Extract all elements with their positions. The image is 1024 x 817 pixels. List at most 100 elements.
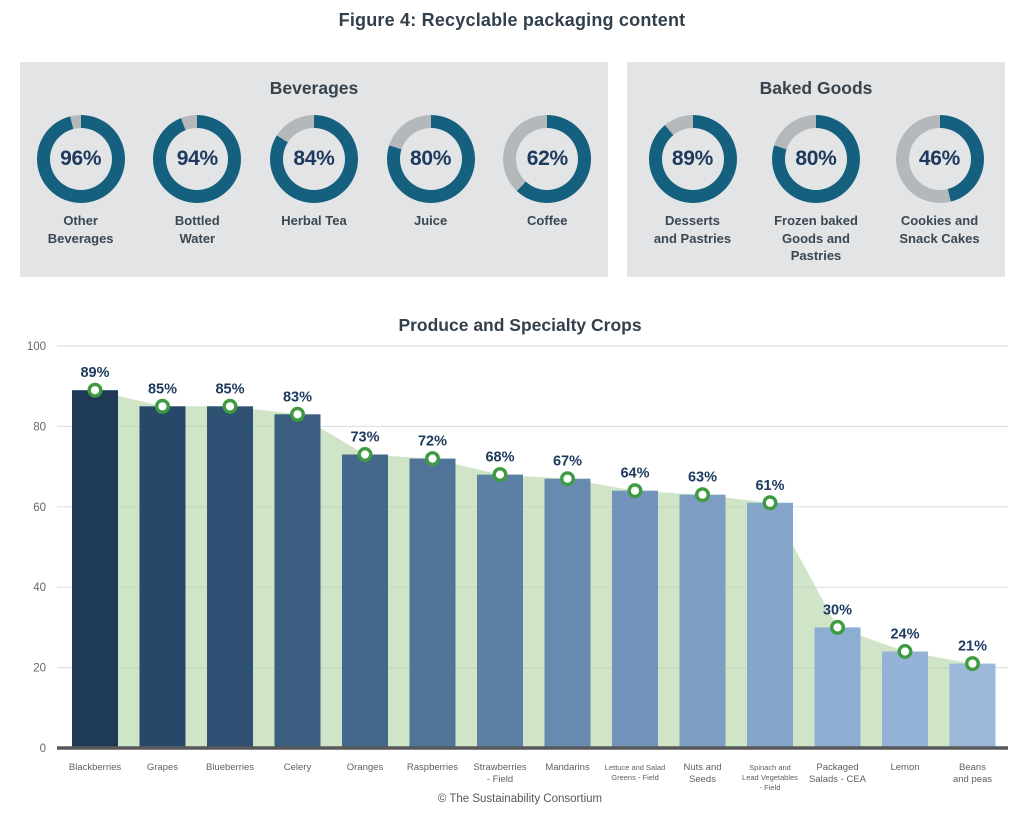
value-label-strawberries-field: 68% <box>485 450 514 466</box>
donut-herbal-tea: 84% Herbal Tea <box>258 115 370 247</box>
bar-grapes <box>139 406 186 748</box>
x-label-spinach-and-lead-vegetables-field: Spinach and Lead Vegetables - Field <box>742 763 798 792</box>
donut-value-label: 84% <box>293 147 335 170</box>
donut-value-label: 89% <box>671 147 714 170</box>
y-tick-40: 40 <box>33 582 46 594</box>
donut-ring-other-beverages: 96% <box>36 115 125 203</box>
marker-blueberries <box>222 398 238 414</box>
bar-packaged-salads-cea <box>814 627 861 748</box>
value-label-blueberries: 85% <box>215 381 244 397</box>
value-label-beans-and-peas: 21% <box>958 639 987 655</box>
marker-raspberries <box>425 451 441 467</box>
value-label-lemon: 24% <box>890 627 919 643</box>
value-label-packaged-salads-cea: 30% <box>823 602 852 618</box>
donut-hole: 80% <box>399 128 462 190</box>
x-label-beans-and-peas: Beans and peas <box>953 762 992 785</box>
panel-beverages: Beverages 96% Other Beverages 94% Bottled W… <box>20 62 608 277</box>
marker-lettuce-and-salad-greens-field <box>627 483 643 499</box>
donut-category-label: Other Beverages <box>47 213 114 246</box>
value-label-raspberries: 72% <box>418 434 447 450</box>
bar-strawberries-field <box>477 474 523 748</box>
x-label-packaged-salads-cea: Packaged Salads - CEA <box>809 762 867 785</box>
marker-nuts-and-seeds <box>695 487 711 503</box>
x-label-nuts-and-seeds: Nuts and Seeds <box>683 762 721 785</box>
donut-value-label: 80% <box>410 147 452 170</box>
bar-blueberries <box>207 406 253 748</box>
marker-spinach-and-lead-vegetables-field <box>762 495 778 511</box>
value-label-spinach-and-lead-vegetables-field: 61% <box>755 478 784 494</box>
bar-beans-and-peas <box>949 663 996 748</box>
donut-hole: 84% <box>282 128 345 190</box>
donut-category-label: Cookies and Snack Cakes <box>899 213 980 246</box>
x-label-lettuce-and-salad-greens-field: Lettuce and Salad Greens - Field <box>605 763 665 782</box>
donut-ring-bottled-water: 94% <box>153 115 242 203</box>
x-label-strawberries-field: Strawberries - Field <box>473 762 527 785</box>
donut-category-label: Juice <box>414 213 448 228</box>
donut-ring-desserts-and-pastries: 89% <box>648 115 737 203</box>
x-label-mandarins: Mandarins <box>545 762 590 773</box>
marker-grapes <box>154 398 170 414</box>
x-label-celery: Celery <box>284 762 312 773</box>
bar-celery <box>274 414 321 748</box>
value-label-grapes: 85% <box>148 381 177 397</box>
donut-value-label: 96% <box>60 147 102 170</box>
donut-ring-juice: 80% <box>386 115 475 203</box>
beverages-donut-row: 96% Other Beverages 94% Bottled Water 84% Her… <box>20 115 608 247</box>
marker-oranges <box>357 446 373 462</box>
donut-category-label: Bottled Water <box>174 213 220 246</box>
marker-celery <box>290 406 306 422</box>
donut-hole: 89% <box>661 128 724 190</box>
x-label-oranges: Oranges <box>347 762 384 773</box>
donut-desserts-and-pastries: 89% Desserts and Pastries <box>635 115 751 265</box>
x-label-raspberries: Raspberries <box>407 762 458 773</box>
donut-hole: 62% <box>516 128 579 190</box>
panel-baked-goods-title: Baked Goods <box>759 78 873 98</box>
value-label-blackberries: 89% <box>80 365 109 381</box>
panel-beverages-title: Beverages <box>269 78 359 98</box>
donut-category-label: Desserts and Pastries <box>653 213 732 246</box>
marker-mandarins <box>560 471 576 487</box>
marker-strawberries-field <box>492 467 508 483</box>
donut-hole: 96% <box>49 128 112 190</box>
donut-category-label: Coffee <box>527 213 568 228</box>
bar-oranges <box>342 454 388 748</box>
x-label-blackberries: Blackberries <box>69 762 122 773</box>
y-tick-100: 100 <box>27 341 46 353</box>
figure-title: Figure 4: Recyclable packaging content <box>338 10 686 30</box>
marker-blackberries <box>87 382 103 398</box>
donut-ring-coffee: 62% <box>503 115 592 203</box>
chart-title: Produce and Specialty Crops <box>398 315 641 335</box>
donut-category-label: Frozen baked Goods and Pastries <box>774 213 858 264</box>
bar-nuts-and-seeds <box>679 494 726 748</box>
bar-spinach-and-lead-vegetables-field <box>747 502 793 748</box>
x-label-lemon: Lemon <box>890 762 919 773</box>
bar-lettuce-and-salad-greens-field <box>612 490 658 748</box>
donut-value-label: 94% <box>176 147 218 170</box>
donut-panels-row: Beverages 96% Other Beverages 94% Bottled W… <box>20 62 1005 277</box>
value-label-nuts-and-seeds: 63% <box>688 470 717 486</box>
donut-juice: 80% Juice <box>375 115 487 247</box>
marker-beans-and-peas <box>965 656 981 672</box>
produce-bar-chart: Produce and Specialty Crops 89% 85% 85% 83% 7… <box>27 315 1008 792</box>
bar-mandarins <box>544 478 591 748</box>
bar-lemon <box>882 651 928 748</box>
value-label-oranges: 73% <box>350 430 379 446</box>
donut-ring-cookies-and-snack-cakes: 46% <box>895 115 984 203</box>
donut-hole: 80% <box>785 128 847 190</box>
y-tick-80: 80 <box>33 421 46 433</box>
donut-ring-frozen-baked-goods-and-pastries: 80% <box>772 115 860 203</box>
panel-baked-goods: Baked Goods 89% Desserts and Pastries 80% F… <box>627 62 1005 277</box>
donut-value-label: 80% <box>795 147 837 170</box>
donut-value-label: 46% <box>918 147 961 170</box>
marker-packaged-salads-cea <box>830 619 846 635</box>
bar-blackberries <box>72 390 118 748</box>
value-label-celery: 83% <box>283 389 312 405</box>
bar-raspberries <box>409 458 456 748</box>
donut-hole: 46% <box>908 128 971 190</box>
donut-coffee: 62% Coffee <box>491 115 603 247</box>
donut-category-label: Herbal Tea <box>281 213 347 228</box>
marker-lemon <box>897 644 913 660</box>
donut-cookies-and-snack-cakes: 46% Cookies and Snack Cakes <box>882 115 998 265</box>
donut-ring-herbal-tea: 84% <box>269 115 358 203</box>
